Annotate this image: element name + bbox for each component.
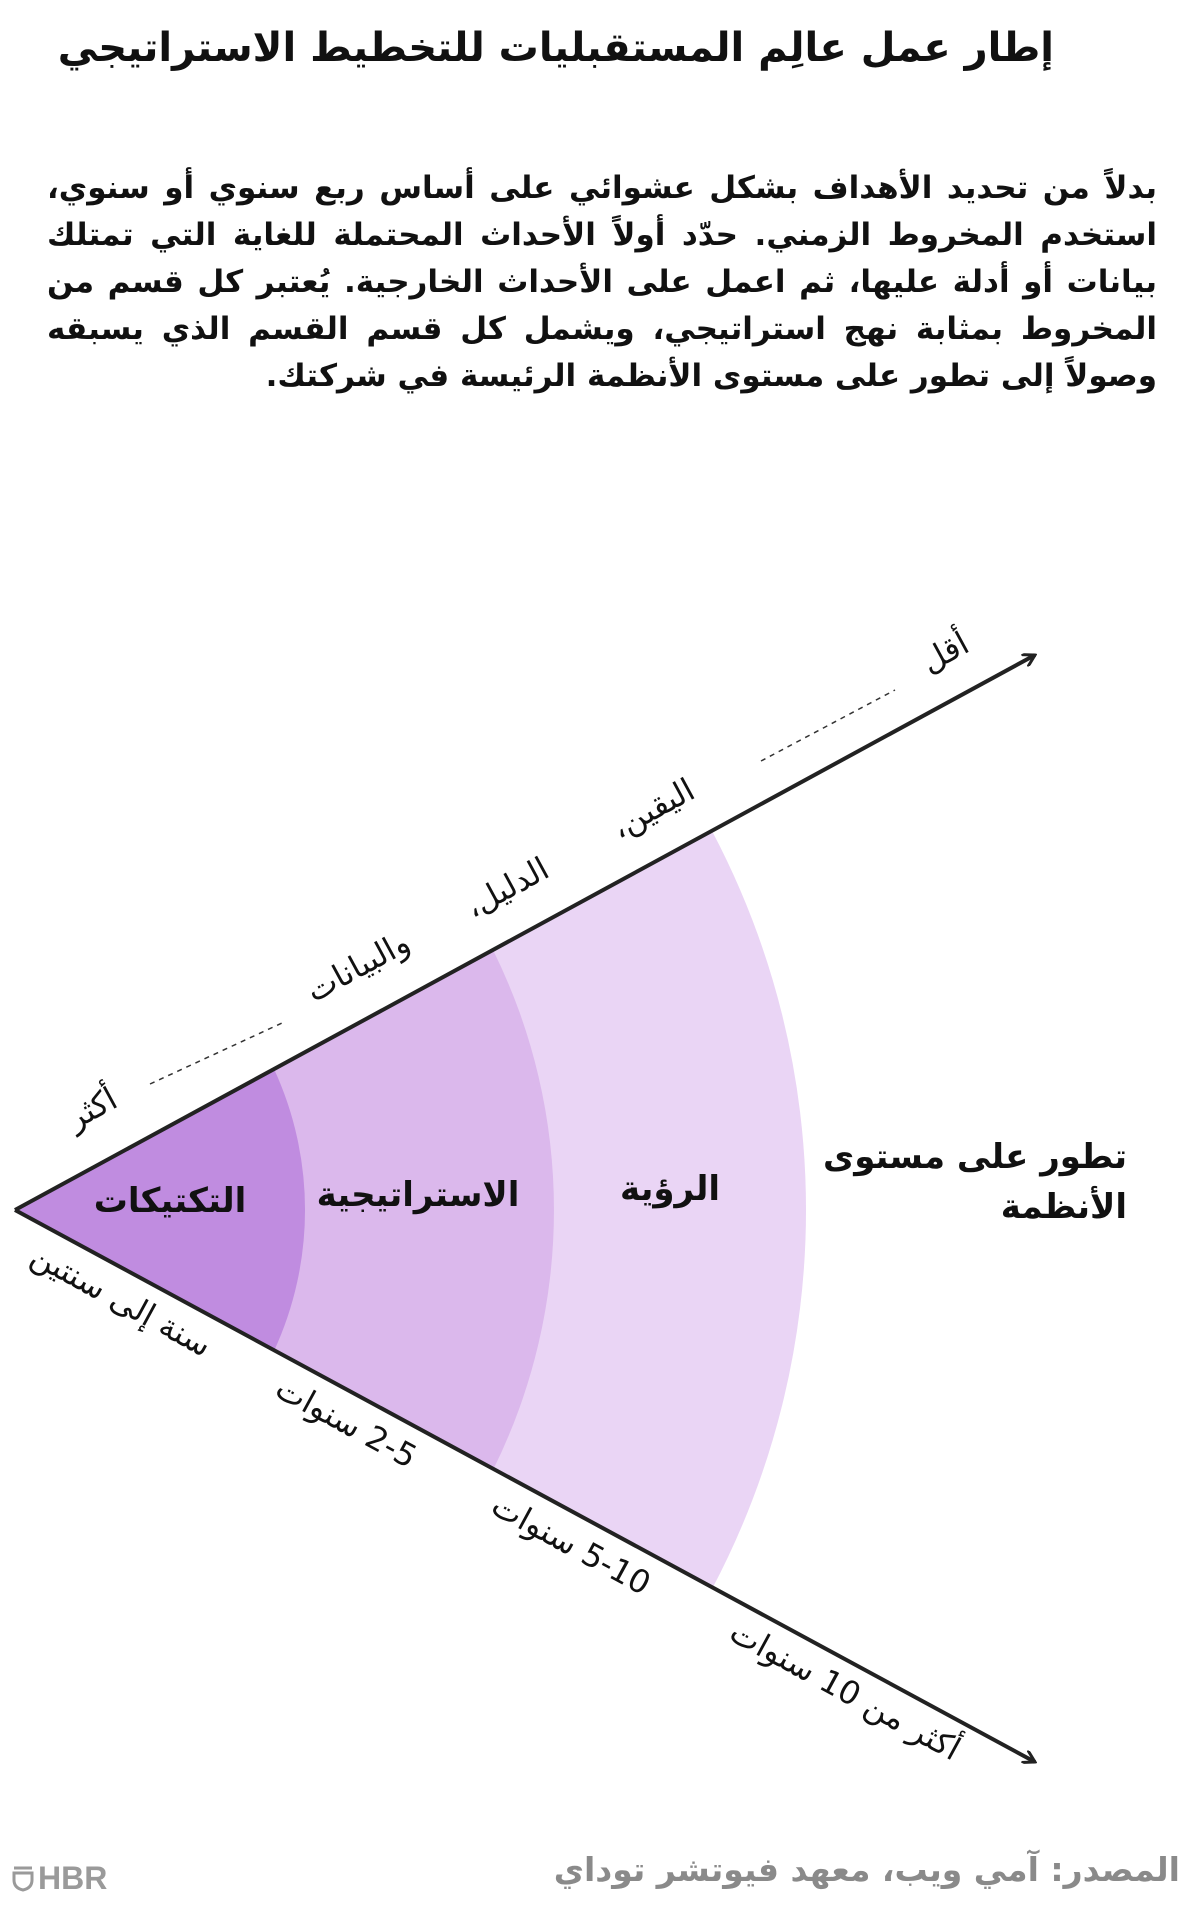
hbr-logo: HBR bbox=[12, 1860, 107, 1897]
systems-label-line2: الأنظمة bbox=[1001, 1185, 1127, 1227]
tactics-section bbox=[15, 1069, 306, 1351]
label-data: والبيانات bbox=[299, 923, 416, 1010]
dashed-line-lower bbox=[149, 1022, 283, 1085]
label-less: أقل bbox=[913, 622, 975, 680]
label-10-plus-years: أكثر من 10 سنوات bbox=[724, 1611, 968, 1768]
vision-label: الرؤية bbox=[620, 1169, 720, 1209]
systems-label-line1: تطور على مستوى bbox=[823, 1137, 1127, 1177]
upper-axis-arrow bbox=[14, 655, 1035, 1212]
description-paragraph: بدلاً من تحديد الأهداف بشكل عشوائي على أ… bbox=[47, 170, 1157, 394]
shield-icon bbox=[12, 1866, 34, 1892]
source-credit: المصدر: آمي ويب، معهد فيوتشر توداي bbox=[553, 1850, 1180, 1889]
strategy-label: الاستراتيجية bbox=[317, 1175, 520, 1215]
tactics-label: التكتيكات bbox=[94, 1181, 247, 1221]
page-title: إطار عمل عالِم المستقبليات للتخطيط الاست… bbox=[57, 25, 1054, 71]
label-certainty: اليقين، bbox=[605, 770, 701, 846]
label-more: أكثر bbox=[57, 1078, 123, 1139]
hbr-logo-text: HBR bbox=[38, 1860, 108, 1896]
dashed-line-upper bbox=[760, 689, 896, 762]
label-evidence: الدليل، bbox=[458, 849, 555, 925]
lower-axis-arrow bbox=[14, 1208, 1035, 1762]
